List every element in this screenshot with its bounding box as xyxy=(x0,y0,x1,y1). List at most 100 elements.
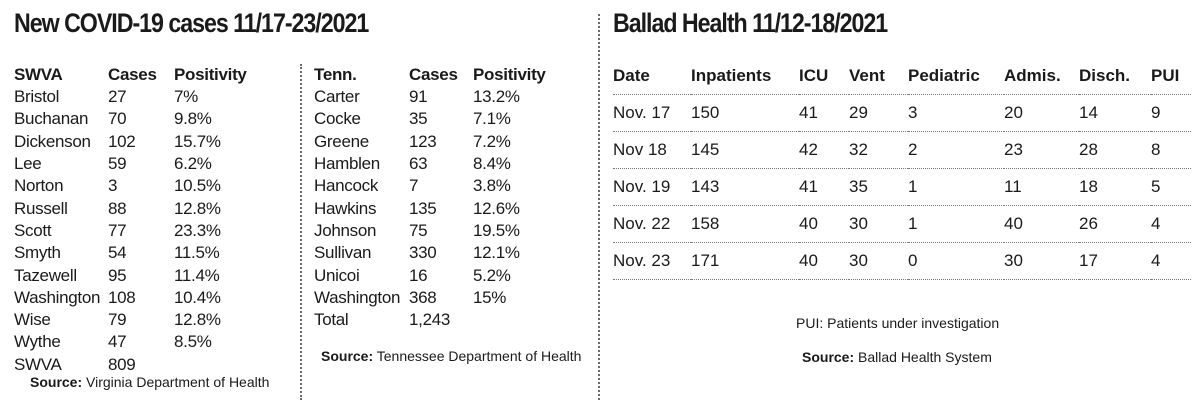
ballad-header-vent: Vent xyxy=(849,66,885,85)
ballad-row: Nov. 22 158 40 30 1 40 26 4 xyxy=(613,205,1191,243)
ballad-row-cell: 143 xyxy=(691,168,799,206)
swva-row-cell: 88 xyxy=(108,198,127,218)
ballad-row-cell: 18 xyxy=(1079,168,1151,206)
swva-row-cell: Russell xyxy=(14,198,68,218)
tenn-row: Sullivan 330 12.1% xyxy=(314,242,573,264)
section-divider xyxy=(598,14,600,400)
ballad-row: Nov. 17 150 41 29 3 20 14 9 xyxy=(613,94,1191,132)
tenn-row-cell: 75 xyxy=(409,220,428,240)
swva-row-cell: 77 xyxy=(108,220,127,240)
tenn-row: Johnson 75 19.5% xyxy=(314,220,573,242)
ballad-row-cell: 30 xyxy=(1004,242,1079,280)
swva-source-text: Virginia Department of Health xyxy=(86,374,270,390)
ballad-header-pediatric: Pediatric xyxy=(908,66,980,85)
swva-row-cell: Lee xyxy=(14,154,42,174)
swva-row-cell: 809 xyxy=(108,354,136,374)
tenn-row-cell: Unicoi xyxy=(314,265,360,285)
ballad-row-cell: 150 xyxy=(691,94,799,132)
ballad-row-cell: 8 xyxy=(1151,131,1191,169)
ballad-row-cell: 14 xyxy=(1079,94,1151,132)
swva-row: Smyth 54 11.5% xyxy=(14,242,274,264)
ballad-source-label: Source: xyxy=(802,349,855,365)
tenn-row-cell: 123 xyxy=(409,131,437,151)
ballad-row-cell: 40 xyxy=(799,242,849,280)
swva-row: Norton 3 10.5% xyxy=(14,175,274,197)
ballad-row-cell: Nov. 22 xyxy=(613,205,691,243)
swva-header-positivity: Positivity xyxy=(174,65,247,84)
tenn-row-cell: Johnson xyxy=(314,220,377,240)
ballad-row-cell: 35 xyxy=(849,168,908,206)
ballad-row-cell: 158 xyxy=(691,205,799,243)
swva-table: SWVA Cases Positivity Bristol 27 7% Buchana… xyxy=(14,64,274,376)
ballad-row-cell: Nov. 17 xyxy=(613,94,691,132)
ballad-row-cell: 40 xyxy=(1004,205,1079,243)
ballad-row-cell: 20 xyxy=(1004,94,1079,132)
swva-row-cell: 11.4% xyxy=(174,265,220,285)
tenn-row-cell: 3.8% xyxy=(473,176,511,196)
tenn-row-cell: Hancock xyxy=(314,176,379,196)
ballad-row-cell: Nov 18 xyxy=(613,131,691,169)
swva-header-cases: Cases xyxy=(108,65,157,84)
swva-row-cell: 47 xyxy=(108,332,127,352)
swva-row-cell xyxy=(174,354,274,376)
swva-row-cell: 70 xyxy=(108,109,127,129)
ballad-row-cell: 28 xyxy=(1079,131,1151,169)
ballad-row-cell: 17 xyxy=(1079,242,1151,280)
tenn-header-cases: Cases xyxy=(409,65,458,84)
tenn-header-positivity: Positivity xyxy=(473,65,546,84)
tenn-row-cell: 19.5% xyxy=(473,220,520,240)
swva-row-cell: 27 xyxy=(108,87,127,107)
tenn-row-cell: 12.6% xyxy=(473,198,520,218)
tenn-source: Source: Tennessee Department of Health xyxy=(321,348,581,364)
swva-row: Russell 88 12.8% xyxy=(14,197,274,219)
tenn-row-cell: Cocke xyxy=(314,109,361,129)
tenn-header-row: Tenn. Cases Positivity xyxy=(314,64,573,86)
ballad-row: Nov 18 145 42 32 2 23 28 8 xyxy=(613,131,1191,169)
swva-row-cell: Scott xyxy=(14,220,52,240)
tenn-row-cell: Sullivan xyxy=(314,243,372,263)
swva-row-cell: Buchanan xyxy=(14,109,89,129)
ballad-header-pui: PUI xyxy=(1151,66,1180,85)
tenn-row-cell: 16 xyxy=(409,265,428,285)
swva-row-cell: 95 xyxy=(108,265,127,285)
swva-row-cell: 8.5% xyxy=(174,332,212,352)
tenn-row-cell: Carter xyxy=(314,87,360,107)
swva-row-cell: 3 xyxy=(108,176,118,196)
ballad-header-date: Date xyxy=(613,66,650,85)
swva-row-cell: Norton xyxy=(14,176,64,196)
swva-row: Bristol 27 7% xyxy=(14,86,274,108)
ballad-row-cell: 4 xyxy=(1151,205,1191,243)
swva-row: Buchanan 70 9.8% xyxy=(14,108,274,130)
swva-source: Source: Virginia Department of Health xyxy=(30,374,269,390)
ballad-row-cell: 11 xyxy=(1004,168,1079,206)
swva-row-cell: 12.8% xyxy=(174,198,221,218)
tenn-source-text: Tennessee Department of Health xyxy=(376,348,582,364)
ballad-row-cell: 171 xyxy=(691,242,799,280)
ballad-row-cell: 30 xyxy=(849,242,908,280)
tenn-row-cell: 91 xyxy=(409,87,428,107)
swva-row-cell: Bristol xyxy=(14,87,60,107)
tenn-row-cell: 13.2% xyxy=(473,87,520,107)
ballad-row-cell: Nov. 19 xyxy=(613,168,691,206)
ballad-row-cell: 1 xyxy=(908,168,1004,206)
swva-row-cell: 10.4% xyxy=(174,287,221,307)
tenn-table: Tenn. Cases Positivity Carter 91 13.2% Cock… xyxy=(314,64,573,331)
ballad-row-cell: 4 xyxy=(1151,242,1191,280)
ballad-header-icu: ICU xyxy=(799,66,829,85)
swva-row-cell: 10.5% xyxy=(174,176,221,196)
ballad-row-cell: 41 xyxy=(799,168,849,206)
tenn-row-cell: Hawkins xyxy=(314,198,377,218)
swva-row-cell: SWVA xyxy=(14,354,62,374)
swva-row-cell: Tazewell xyxy=(14,265,77,285)
tenn-row-cell: 35 xyxy=(409,109,428,129)
ballad-header-inpatients: Inpatients xyxy=(691,66,772,85)
ballad-row-cell: 9 xyxy=(1151,94,1191,132)
tenn-row-cell: 368 xyxy=(409,287,437,307)
swva-row-cell: 9.8% xyxy=(174,109,212,129)
tenn-row-cell: 7 xyxy=(409,176,419,196)
ballad-title: Ballad Health 11/12-18/2021 xyxy=(613,8,888,38)
tenn-row: Unicoi 16 5.2% xyxy=(314,264,573,286)
pui-note: PUI: Patients under investigation xyxy=(796,315,1000,331)
tenn-row-cell: Greene xyxy=(314,131,369,151)
tenn-row-cell: 8.4% xyxy=(473,154,511,174)
